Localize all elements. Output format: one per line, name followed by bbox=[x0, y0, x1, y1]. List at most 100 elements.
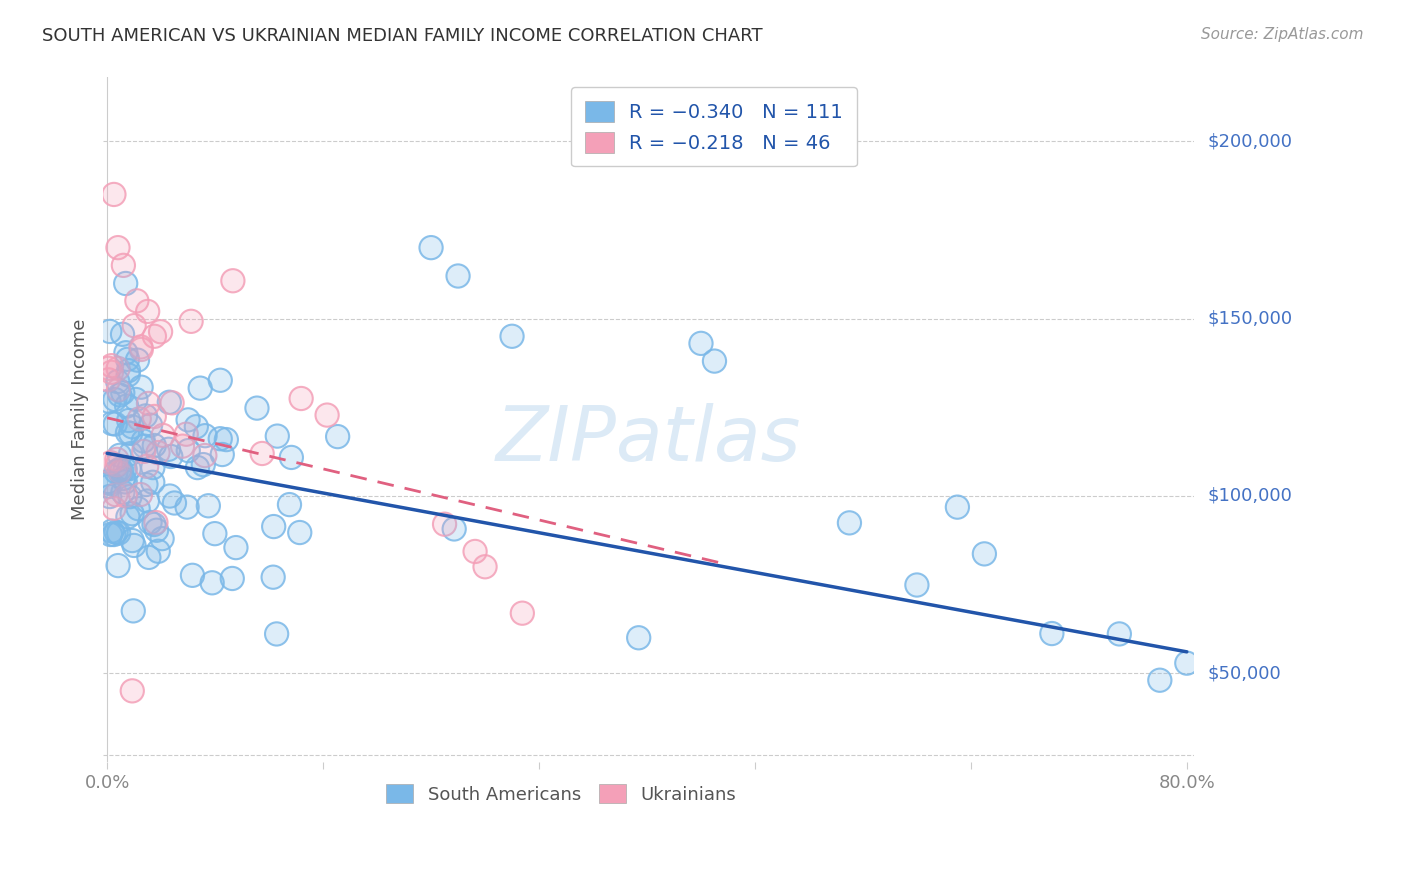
Point bbox=[973, 547, 995, 561]
Point bbox=[127, 353, 149, 368]
Legend: South Americans, Ukrainians: South Americans, Ukrainians bbox=[375, 772, 747, 814]
Point bbox=[266, 627, 288, 641]
Point bbox=[149, 325, 172, 339]
Point bbox=[138, 550, 160, 565]
Point bbox=[146, 445, 169, 459]
Point bbox=[104, 487, 127, 501]
Point bbox=[97, 373, 120, 387]
Point bbox=[105, 458, 128, 473]
Point bbox=[159, 489, 181, 503]
Point bbox=[129, 340, 152, 354]
Point bbox=[111, 464, 134, 478]
Point bbox=[117, 368, 139, 382]
Point bbox=[105, 452, 128, 467]
Point bbox=[209, 373, 232, 387]
Point bbox=[1040, 626, 1063, 640]
Point bbox=[250, 446, 273, 460]
Point bbox=[209, 373, 232, 387]
Point bbox=[101, 524, 124, 538]
Point bbox=[136, 494, 159, 508]
Point bbox=[138, 550, 160, 565]
Point bbox=[139, 418, 162, 433]
Point bbox=[280, 450, 302, 465]
Point bbox=[107, 375, 129, 389]
Text: $100,000: $100,000 bbox=[1208, 487, 1292, 505]
Point bbox=[148, 544, 170, 558]
Point bbox=[108, 465, 131, 479]
Point bbox=[122, 538, 145, 552]
Point bbox=[121, 684, 143, 698]
Point bbox=[105, 465, 128, 479]
Point bbox=[111, 485, 134, 500]
Point bbox=[120, 447, 142, 461]
Point bbox=[180, 314, 202, 328]
Point bbox=[97, 361, 120, 376]
Point bbox=[443, 522, 465, 536]
Point bbox=[134, 439, 156, 453]
Point bbox=[125, 392, 148, 407]
Point bbox=[98, 476, 121, 491]
Point bbox=[326, 429, 349, 443]
Point bbox=[177, 443, 200, 458]
Point bbox=[174, 427, 197, 442]
Y-axis label: Median Family Income: Median Family Income bbox=[72, 319, 89, 520]
Point bbox=[176, 500, 198, 515]
Point bbox=[211, 448, 233, 462]
Point bbox=[117, 509, 139, 524]
Point bbox=[160, 396, 183, 410]
Point bbox=[114, 462, 136, 476]
Point bbox=[104, 417, 127, 431]
Point bbox=[1040, 626, 1063, 640]
Point bbox=[150, 532, 173, 546]
Point bbox=[98, 325, 121, 339]
Point bbox=[121, 419, 143, 434]
Point bbox=[142, 475, 165, 490]
Point bbox=[117, 425, 139, 440]
Point bbox=[129, 343, 152, 357]
Point bbox=[129, 487, 152, 501]
Point bbox=[186, 419, 208, 434]
Point bbox=[121, 684, 143, 698]
Point bbox=[263, 519, 285, 533]
Point bbox=[121, 507, 143, 521]
Text: $200,000: $200,000 bbox=[1208, 132, 1292, 150]
Point bbox=[1108, 627, 1130, 641]
Point bbox=[121, 507, 143, 521]
Point bbox=[105, 525, 128, 540]
Point bbox=[143, 409, 166, 424]
Point bbox=[905, 578, 928, 592]
Point bbox=[103, 527, 125, 541]
Point bbox=[136, 304, 159, 318]
Point bbox=[128, 412, 150, 426]
Point bbox=[107, 383, 129, 397]
Point bbox=[118, 413, 141, 427]
Point bbox=[100, 365, 122, 379]
Point bbox=[225, 541, 247, 555]
Point bbox=[104, 392, 127, 407]
Point bbox=[838, 516, 860, 530]
Point bbox=[420, 241, 443, 255]
Point bbox=[221, 572, 243, 586]
Point bbox=[107, 361, 129, 376]
Point bbox=[118, 413, 141, 427]
Point bbox=[98, 394, 121, 409]
Point bbox=[108, 448, 131, 462]
Point bbox=[316, 408, 339, 422]
Point bbox=[703, 354, 725, 368]
Point bbox=[157, 395, 180, 409]
Point bbox=[838, 516, 860, 530]
Point bbox=[433, 517, 456, 532]
Point bbox=[118, 490, 141, 504]
Point bbox=[98, 490, 121, 504]
Point bbox=[103, 501, 125, 516]
Point bbox=[101, 417, 124, 431]
Point bbox=[132, 444, 155, 458]
Point bbox=[104, 417, 127, 431]
Point bbox=[98, 394, 121, 409]
Point bbox=[464, 544, 486, 558]
Point bbox=[97, 475, 120, 489]
Point bbox=[266, 429, 288, 443]
Point bbox=[703, 354, 725, 368]
Point bbox=[114, 277, 136, 291]
Point bbox=[474, 559, 496, 574]
